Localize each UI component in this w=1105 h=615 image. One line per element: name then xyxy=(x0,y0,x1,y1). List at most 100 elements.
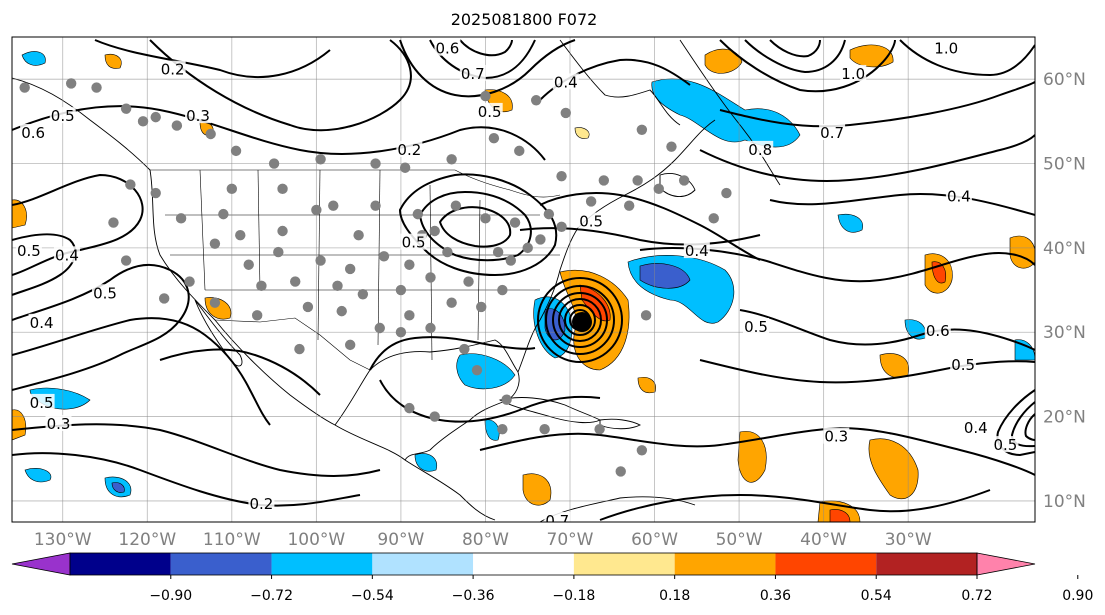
state-line xyxy=(257,169,261,291)
shaded-anomaly-patch xyxy=(704,48,743,74)
contour-label-bg xyxy=(840,64,867,81)
colorbar-tick-label: −0.36 xyxy=(452,588,495,604)
contour-label-bg xyxy=(578,212,605,229)
colorbar-tick-label: −0.90 xyxy=(149,588,192,604)
east-coast xyxy=(517,119,716,373)
colorbar-tick-label: 0.54 xyxy=(861,588,892,604)
contour-line xyxy=(1010,401,1035,448)
station-marker xyxy=(315,255,326,266)
colorbar-segment xyxy=(573,553,675,575)
longitude-tick-label: 130°W xyxy=(34,530,92,550)
contour-label-bg xyxy=(747,140,774,157)
contour-label: 0.8 xyxy=(748,141,772,159)
station-marker xyxy=(666,141,677,152)
station-marker xyxy=(425,272,436,283)
colorbar-segment xyxy=(674,553,776,575)
station-marker xyxy=(235,230,246,241)
contour-label-bg xyxy=(248,495,275,512)
station-marker xyxy=(243,259,254,270)
station-marker xyxy=(91,82,102,93)
contour-line xyxy=(369,336,536,371)
station-marker xyxy=(514,145,525,157)
longitude-tick-label: 40°W xyxy=(800,530,847,550)
station-marker xyxy=(446,154,457,165)
longitude-tick-label: 30°W xyxy=(885,530,932,550)
map-frame xyxy=(11,36,1036,523)
contour-label: 0.5 xyxy=(51,107,75,125)
contour-line xyxy=(398,173,558,277)
shaded-anomaly-patch xyxy=(651,78,801,148)
station-marker xyxy=(395,284,407,296)
station-marker xyxy=(539,424,550,435)
longitude-tick-label: 80°W xyxy=(462,530,509,550)
station-marker xyxy=(678,175,690,186)
hurricane-center-marker xyxy=(572,312,592,332)
latitude-tick-label: 10°N xyxy=(1043,492,1086,512)
contour-label: 0.2 xyxy=(397,141,421,159)
station-marker xyxy=(497,424,508,435)
hurricane-contour xyxy=(558,298,602,342)
station-marker xyxy=(450,200,462,211)
station-marker xyxy=(535,234,546,245)
contour-line xyxy=(379,379,601,423)
contour-line xyxy=(639,247,1035,283)
station-marker xyxy=(476,301,487,313)
latitude-axis: 60°N 50°N 40°N 30°N 20°N 10°N xyxy=(1043,70,1086,512)
chart-title: 2025081800 F072 xyxy=(451,10,598,29)
longitude-tick-label: 90°W xyxy=(377,530,424,550)
colorbar-frame xyxy=(69,552,978,576)
station-marker xyxy=(357,289,369,300)
contour-label: 0.7 xyxy=(545,512,569,530)
map-plot-area: 0.20.30.20.60.70.50.41.01.00.70.80.40.50… xyxy=(12,37,1035,530)
contour-label-bg xyxy=(49,107,76,124)
contour-label: 0.2 xyxy=(249,495,273,513)
station-marker xyxy=(370,158,381,169)
longitude-tick-label: 70°W xyxy=(547,530,594,550)
station-marker xyxy=(336,305,347,317)
contour-label-bg xyxy=(544,512,571,522)
colorbar-segment xyxy=(775,553,877,575)
station-marker xyxy=(522,242,533,254)
station-marker xyxy=(19,82,30,93)
shaded-anomaly-patch xyxy=(574,127,590,139)
station-marker xyxy=(560,107,571,119)
contour-label-bg xyxy=(933,39,960,56)
contour-label: 0.3 xyxy=(47,415,71,433)
contour-label: 0.3 xyxy=(186,107,210,125)
contour-line xyxy=(159,348,321,396)
contour-label-bg xyxy=(159,60,186,77)
station-marker xyxy=(273,246,284,258)
contour-line xyxy=(996,389,1035,457)
contour-line xyxy=(744,39,846,74)
station-marker xyxy=(488,133,500,144)
contour-labels: 0.20.30.20.60.70.50.41.01.00.70.80.40.50… xyxy=(15,39,1019,530)
station-marker xyxy=(175,213,187,224)
colorbar-segment xyxy=(70,553,171,575)
contour-line xyxy=(719,81,1035,128)
station-marker xyxy=(251,310,263,321)
station-marker xyxy=(256,280,267,292)
contour-label: 0.5 xyxy=(93,284,117,302)
gulf-coast xyxy=(334,339,520,461)
station-marker xyxy=(277,183,288,195)
contour-label-bg xyxy=(945,187,972,204)
colorbar-tick-label: −0.18 xyxy=(552,588,595,604)
station-marker xyxy=(218,208,229,220)
station-marker xyxy=(125,179,136,190)
station-marker xyxy=(471,364,483,376)
contour-label-bg xyxy=(400,233,427,250)
contour-label: 0.6 xyxy=(926,322,950,340)
contour-label: 1.0 xyxy=(841,65,865,83)
station-marker xyxy=(463,276,474,287)
station-marker xyxy=(209,238,221,249)
station-marker xyxy=(205,128,216,140)
contour-line xyxy=(12,452,361,507)
latitude-tick-label: 50°N xyxy=(1043,155,1086,175)
state-line xyxy=(477,199,481,341)
contour-label: 0.4 xyxy=(554,73,578,91)
station-marker xyxy=(425,322,436,334)
latitude-tick-label: 60°N xyxy=(1043,70,1086,90)
contour-label-bg xyxy=(92,284,118,301)
contour-label: 0.4 xyxy=(947,187,971,205)
contour-label-bg xyxy=(434,39,461,56)
